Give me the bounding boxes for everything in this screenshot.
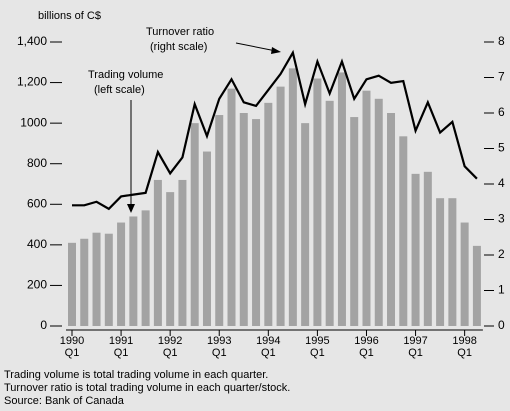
bar [215, 115, 224, 327]
bar [252, 119, 261, 326]
line [72, 49, 478, 211]
y-tick-label: 200 [27, 278, 47, 292]
y2-tick-label: 1 [498, 283, 505, 297]
bar [411, 173, 420, 326]
y-tick-label: 1,200 [17, 75, 47, 89]
bar [350, 117, 359, 326]
bar [166, 192, 175, 326]
y2-tick-label: 2 [498, 247, 505, 261]
bar [387, 113, 396, 326]
bar [337, 72, 346, 326]
note: Turnover ratio is total trading volume i… [4, 382, 290, 394]
bar [92, 232, 101, 326]
x-tick-label: 1995 Q1 [305, 335, 329, 359]
bar [129, 216, 138, 326]
bar [460, 222, 469, 326]
bar [80, 238, 89, 326]
x-tick-label: 1992 Q1 [158, 335, 182, 359]
bar [399, 136, 408, 326]
bar [239, 113, 248, 326]
y2-tick-label: 4 [498, 176, 505, 190]
y-tick-label: 800 [27, 156, 47, 170]
y2-tick-label: 6 [498, 105, 505, 119]
annotation: Turnover ratio [146, 26, 214, 38]
y2-tick-label: 8 [498, 34, 505, 48]
bar [448, 198, 457, 326]
bar [301, 123, 310, 327]
x-tick-label: 1990 Q1 [60, 335, 84, 359]
x-tick-label: 1991 Q1 [109, 335, 133, 359]
y-tick-label: 1000 [20, 115, 47, 129]
bar [153, 179, 162, 326]
note: Trading volume is total trading volume i… [4, 369, 268, 381]
annotation: (left scale) [94, 84, 145, 96]
bar [202, 151, 211, 326]
y-tick-label: 0 [40, 318, 47, 332]
x-tick-label: 1998 Q1 [452, 335, 476, 359]
bar [276, 86, 285, 326]
y-tick-label: 400 [27, 237, 47, 251]
y2-tick-label: 7 [498, 70, 505, 84]
bar [423, 171, 432, 326]
bar [362, 90, 371, 326]
y-tick-label: 1,400 [17, 34, 47, 48]
bar [141, 210, 150, 326]
y2-tick-label: 0 [498, 318, 505, 332]
annotation: (right scale) [150, 41, 207, 53]
x-tick-label: 1996 Q1 [354, 335, 378, 359]
annotation: Trading volume [88, 69, 163, 81]
y2-tick-label: 3 [498, 212, 505, 226]
bar [68, 242, 76, 326]
y2-tick-label: 5 [498, 141, 505, 155]
bar [472, 245, 481, 326]
bar [104, 233, 113, 326]
x-tick-label: 1993 Q1 [207, 335, 231, 359]
bar [374, 98, 383, 326]
x-tick-label: 1994 Q1 [256, 335, 280, 359]
bar [288, 68, 297, 326]
note: Source: Bank of Canada [4, 395, 125, 407]
bar [264, 102, 273, 326]
y-axis-label: billions of C$ [38, 10, 101, 22]
bar [227, 88, 236, 327]
bar [325, 100, 334, 326]
arrow [127, 42, 281, 213]
y-tick-label: 600 [27, 196, 47, 210]
bar [436, 198, 445, 326]
bar [190, 123, 199, 327]
x-tick-label: 1997 Q1 [403, 335, 427, 359]
bar [178, 179, 187, 326]
bar [313, 78, 322, 326]
bar [117, 222, 126, 326]
